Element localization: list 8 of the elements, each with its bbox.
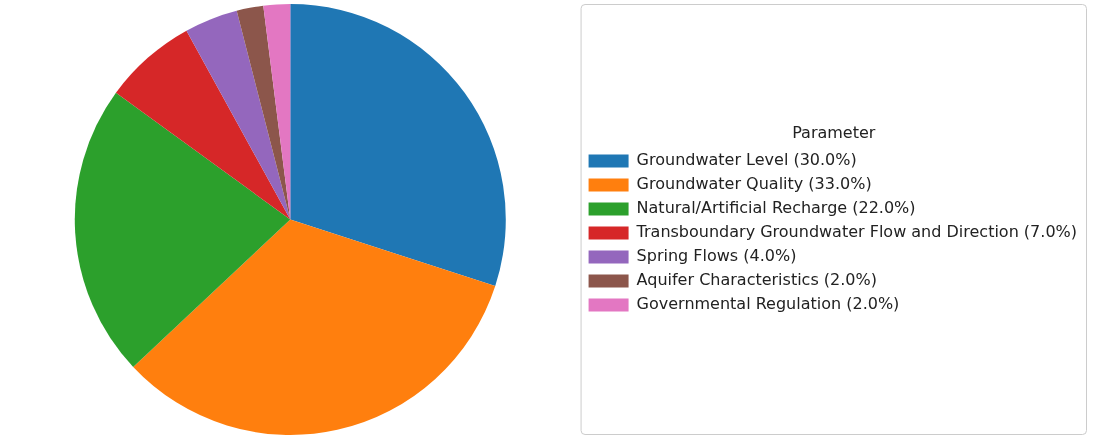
legend-label: Governmental Regulation (2.0%) (636, 294, 900, 314)
legend-label: Groundwater Level (30.0%) (636, 150, 857, 170)
legend-label: Spring Flows (4.0%) (636, 246, 797, 266)
legend-label: Aquifer Characteristics (2.0%) (636, 270, 877, 290)
legend-label: Transboundary Groundwater Flow and Direction (7.0%) (635, 222, 1077, 242)
legend-title: Parameter (792, 123, 876, 143)
legend-label: Groundwater Quality (33.0%) (636, 174, 872, 194)
legend-label: Natural/Artificial Recharge (22.0%) (636, 198, 916, 218)
